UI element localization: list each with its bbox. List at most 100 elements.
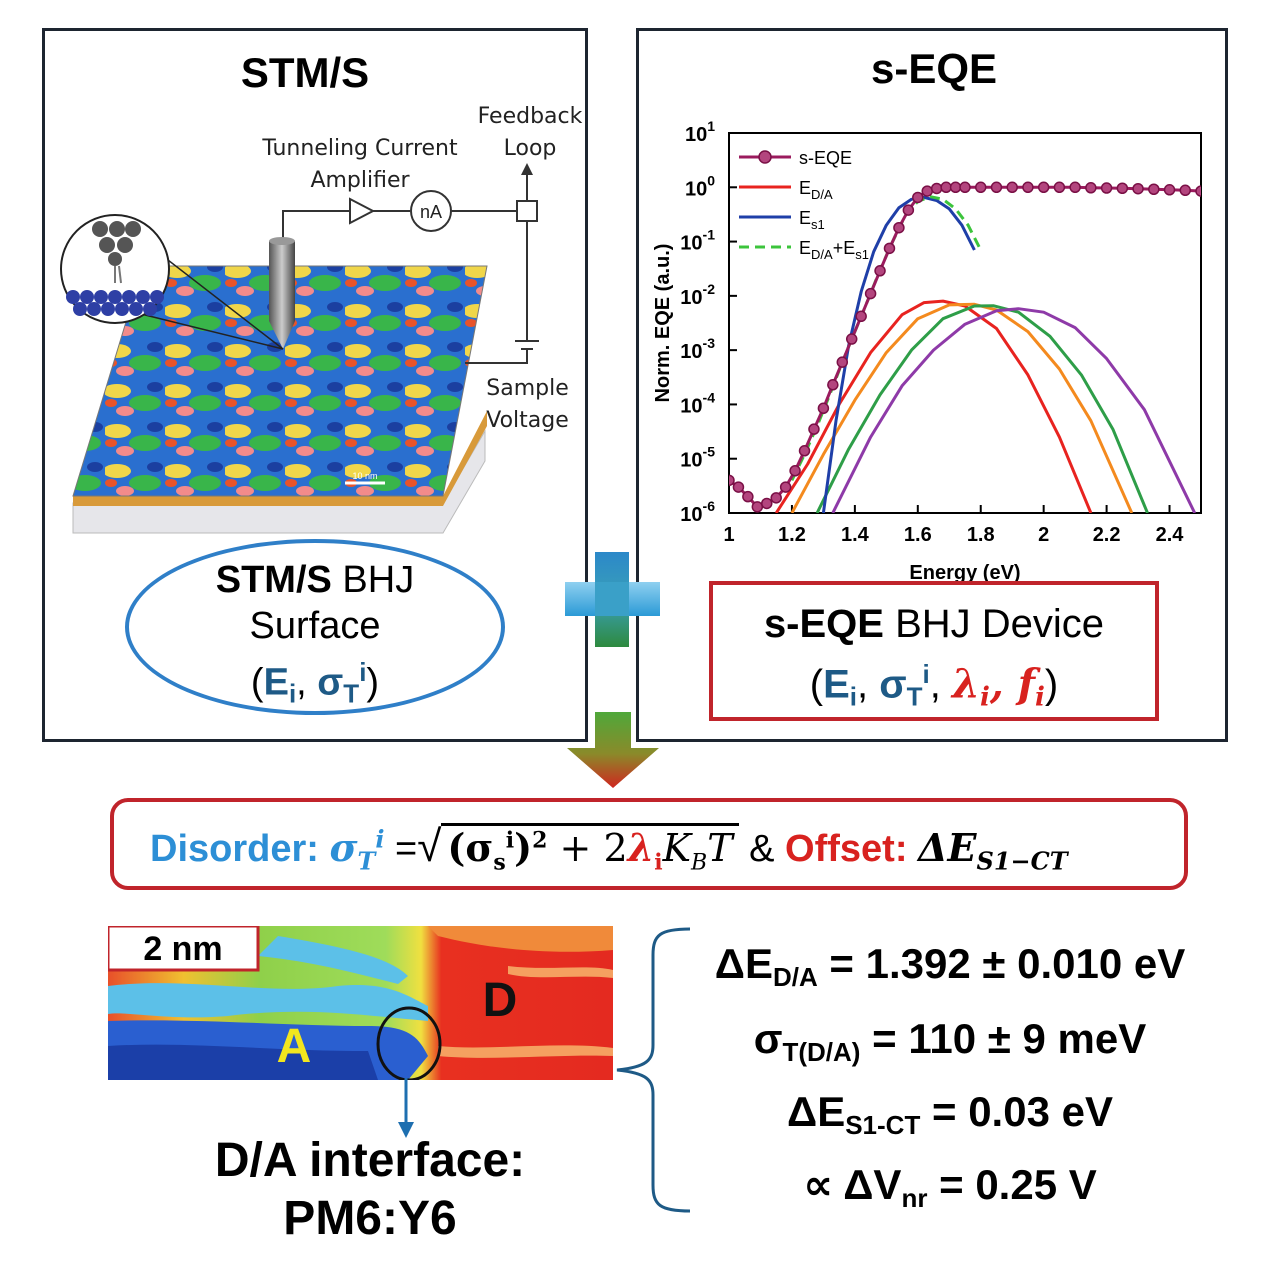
box-bhj-device: BHJ Device [883, 602, 1105, 646]
box-seqe-bold: s-EQE [763, 602, 884, 646]
stm-summary-ellipse: STM/S BHJ Surface (Ei, σTi) [125, 539, 505, 715]
result-1-pre: σ [753, 1015, 783, 1062]
param-E: E [263, 661, 289, 704]
seqe-point-36 [1132, 182, 1144, 195]
eq-plus: + [547, 826, 604, 870]
plus-sign [565, 552, 660, 647]
eq-s-i: i [505, 827, 515, 854]
interface-caption: D/A interface: PM6:Y6 [160, 1132, 580, 1248]
y-tick-label-3: 10-2 [680, 281, 715, 309]
result-sigma-t: σT(D/A) = 110 ± 9 meV [650, 1015, 1250, 1068]
feedback-box [516, 200, 538, 222]
seqe-point-18 [893, 221, 905, 234]
y-axis-label: Norm. EQE (a.u.) [652, 244, 674, 403]
eq-s-sub: s [493, 849, 506, 876]
result-2-post: = 0.03 eV [920, 1088, 1113, 1135]
series-s-eqe [729, 185, 1201, 509]
feedback-label-1: Feedback [477, 104, 583, 129]
seqe-point-28 [1006, 181, 1018, 194]
seqe-point-24 [949, 181, 962, 194]
seqe-point-11 [827, 379, 839, 391]
sample-label-2: Voltage [486, 408, 569, 433]
eq-inner-open: (σ [447, 825, 494, 870]
result-delta-es1ct: ΔES1-CT = 0.03 eV [650, 1088, 1250, 1141]
box-param-E: E [823, 662, 850, 707]
eq-squared: 2 [532, 827, 548, 854]
param-comma: , [296, 661, 318, 704]
seqe-point-27 [990, 181, 1003, 194]
feedback-label-2: Loop [503, 136, 557, 161]
seqe-point-29 [1022, 181, 1034, 194]
x-tick-label-3: 1.6 [904, 524, 932, 546]
result-delta-vnr: ∝ ΔVnr = 0.25 V [650, 1160, 1250, 1214]
interface-pointer [398, 1078, 414, 1138]
seqe-chart: 1 1.2 1.4 1.6 1.8 2 2.2 2.4 101 100 10-1 10-2 10-3 10… [652, 118, 1202, 584]
stm-tip [269, 241, 295, 321]
eq-T: T [707, 826, 733, 870]
sample-voltage-label: Sample Voltage [470, 373, 585, 437]
result-delta-eda: ΔED/A = 1.392 ± 0.010 eV [650, 940, 1250, 993]
y-tick-label-2: 10-1 [680, 227, 715, 255]
map-label-A: A [277, 1020, 312, 1073]
seqe-point-17 [883, 242, 896, 255]
seqe-point-21 [921, 185, 933, 197]
eq-K-B: B [691, 850, 708, 876]
seqe-point-40 [1195, 185, 1201, 197]
box-param-f: f [1017, 660, 1035, 708]
seqe-point-31 [1053, 181, 1066, 194]
x-axis-label: Energy (eV) [909, 562, 1020, 584]
ellipse-stm-bold: STM/S [215, 559, 332, 601]
eq-two: 2 [603, 826, 628, 870]
result-3-sub: nr [901, 1183, 928, 1213]
eq-amp: & [738, 828, 786, 870]
eq-inner-close: ) [514, 825, 533, 870]
x-tick-label-6: 2.2 [1093, 524, 1121, 546]
result-0-pre: ΔE [714, 940, 773, 987]
offset-label: Offset: [785, 828, 908, 870]
paren-close: ) [366, 661, 380, 704]
amplifier-label-2: Amplifier [310, 168, 410, 193]
series-green [815, 304, 1149, 513]
param-sigma: σ [317, 661, 344, 704]
box-param-E-sub: i [849, 681, 858, 712]
seqe-point-4 [761, 497, 773, 510]
eq-lambda-i: i [654, 849, 663, 876]
seqe-point-38 [1163, 184, 1176, 196]
x-tick-label-7: 2.4 [1156, 524, 1185, 546]
x-tick-label-4: 1.8 [967, 524, 995, 546]
box-param-sigma: σ [879, 662, 907, 707]
results-brace [616, 927, 691, 1213]
seqe-point-37 [1148, 183, 1160, 196]
seqe-point-10 [817, 402, 830, 415]
legend-label-1: ED/A [799, 178, 833, 202]
eq-sigma-i: i [375, 824, 385, 854]
box-paren-open: ( [809, 662, 824, 707]
x-tick-label-1: 1.2 [778, 524, 806, 546]
x-tick-label-5: 2 [1038, 524, 1049, 546]
result-2-pre: ΔE [787, 1088, 846, 1135]
param-sigma-sup: i [359, 657, 367, 687]
seqe-point-16 [874, 265, 886, 277]
y-tick-label-7: 10-6 [680, 498, 715, 526]
eq-sigma-T: T [357, 846, 376, 876]
seqe-point-3 [751, 501, 764, 513]
down-arrow [567, 712, 659, 788]
atom-inset [92, 221, 141, 284]
seqe-point-34 [1100, 182, 1113, 194]
seqe-point-8 [798, 445, 811, 457]
eq-sqrt: √ [417, 822, 442, 871]
result-3-pre: ∝ ΔV [803, 1161, 902, 1208]
param-E-sub: i [288, 678, 297, 709]
box-param-lambda-sub: i [980, 682, 990, 713]
ellipse-bhj: BHJ [331, 559, 415, 601]
seqe-point-32 [1069, 181, 1081, 194]
box-comma-2: , [929, 662, 952, 707]
seqe-point-0 [729, 474, 735, 487]
offset-sub: S1−CT [976, 846, 1068, 876]
result-1-sub: T(D/A) [782, 1037, 861, 1067]
seqe-point-33 [1085, 182, 1097, 194]
legend-label-0: s-EQE [799, 148, 852, 168]
legend-marker-0 [758, 150, 772, 164]
ellipse-surface: Surface [249, 605, 381, 647]
map-label-D: D [483, 974, 518, 1027]
